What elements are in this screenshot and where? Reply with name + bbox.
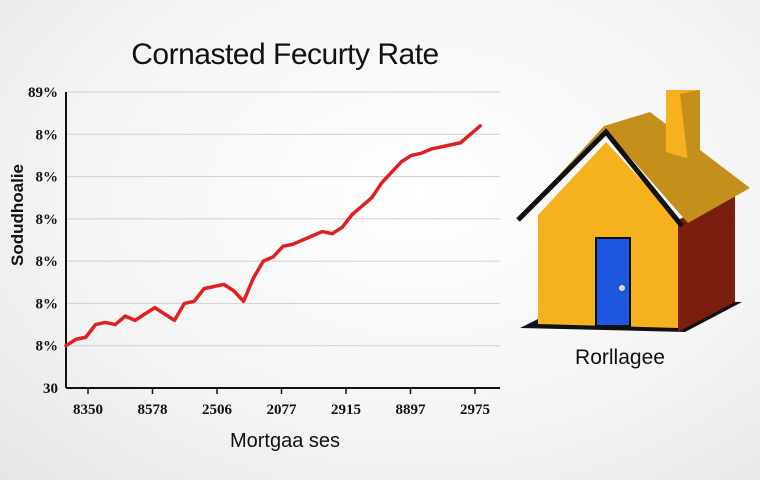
x-tick-label: 8897 xyxy=(396,402,427,418)
y-tick-label: 89% xyxy=(28,85,58,101)
y-tick-label: 8% xyxy=(36,339,59,355)
y-tick-label: 8% xyxy=(36,296,59,312)
house-roof-edge xyxy=(516,128,684,228)
series-group xyxy=(64,124,483,348)
house-front-wall xyxy=(538,142,678,328)
line-chart: 30 8% 8% 8% 8% 8% 8% 89% 8350 8578 2506 2077 2915 88… xyxy=(28,85,500,418)
y-tick-label: 30 xyxy=(43,381,58,397)
series-line xyxy=(64,124,483,348)
house-roof xyxy=(518,112,750,223)
x-tick-label: 8578 xyxy=(138,402,168,418)
house-door xyxy=(595,237,631,327)
house-chimney-shade xyxy=(680,90,700,162)
y-tick-label: 8% xyxy=(36,170,59,186)
house-label: Rorllagee xyxy=(575,346,665,369)
x-tick-label: 2975 xyxy=(460,402,490,418)
door-knob xyxy=(619,285,625,291)
x-tick-labels: 8350 8578 2506 2077 2915 8897 2975 xyxy=(73,388,490,418)
house-icon xyxy=(516,90,750,332)
x-tick-label: 8350 xyxy=(73,402,103,418)
chart-title: Cornasted Fecurty Rate xyxy=(131,38,439,71)
x-axis-label: Mortgaa ses xyxy=(229,430,341,452)
x-tick-label: 2077 xyxy=(267,402,298,418)
y-tick-labels: 30 8% 8% 8% 8% 8% 8% 89% xyxy=(28,85,58,397)
x-tick-label: 2506 xyxy=(202,402,233,418)
house-side-wall xyxy=(678,192,735,332)
grid-lines xyxy=(66,91,500,347)
x-tick-label: 2915 xyxy=(331,402,361,418)
y-tick-label: 8% xyxy=(36,254,59,270)
y-tick-label: 8% xyxy=(36,127,59,143)
y-tick-label: 8% xyxy=(36,212,59,228)
